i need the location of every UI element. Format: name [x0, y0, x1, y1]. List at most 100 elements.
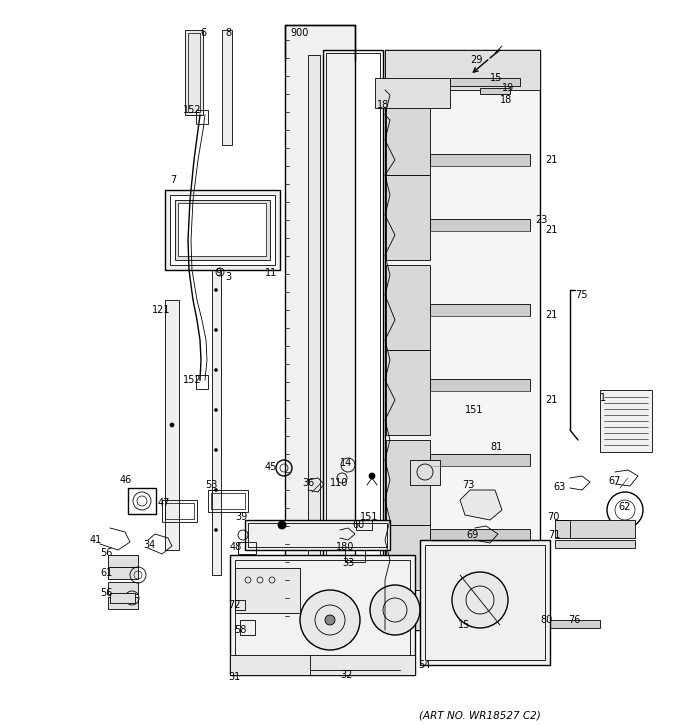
Text: 75: 75	[575, 290, 588, 300]
Bar	[212, 265, 221, 575]
Circle shape	[278, 521, 286, 529]
Text: 15: 15	[490, 73, 503, 83]
Text: 47: 47	[158, 498, 171, 508]
Text: 21: 21	[545, 155, 558, 165]
Bar	[211, 493, 245, 509]
Bar	[230, 555, 415, 675]
Bar	[235, 600, 245, 610]
Bar	[323, 50, 383, 620]
Circle shape	[369, 473, 375, 479]
Bar	[555, 520, 635, 538]
Bar	[108, 582, 138, 594]
Bar	[208, 490, 248, 512]
Circle shape	[452, 572, 508, 628]
Bar	[386, 265, 430, 350]
Text: 21: 21	[545, 310, 558, 320]
Bar	[285, 25, 355, 635]
Text: 15: 15	[458, 620, 471, 630]
Text: 9: 9	[215, 268, 221, 278]
Text: 151: 151	[360, 512, 379, 522]
Bar	[178, 203, 266, 256]
Text: 21: 21	[545, 225, 558, 235]
Bar	[235, 560, 410, 670]
Text: 63: 63	[553, 482, 565, 492]
Text: 48: 48	[230, 542, 242, 552]
Bar	[108, 597, 138, 609]
Circle shape	[214, 328, 218, 331]
Bar	[308, 55, 320, 615]
Text: 56: 56	[100, 548, 112, 558]
Bar	[430, 620, 600, 628]
Bar	[410, 460, 440, 485]
Text: 61: 61	[100, 568, 112, 578]
Bar	[238, 542, 256, 554]
Bar	[248, 523, 387, 547]
Text: 6: 6	[200, 28, 206, 38]
Text: 8: 8	[225, 28, 231, 38]
Text: 70: 70	[547, 512, 560, 522]
Text: 19: 19	[502, 83, 514, 93]
Text: 900: 900	[290, 28, 308, 38]
Bar	[450, 78, 520, 86]
Text: 54: 54	[418, 660, 430, 670]
Text: 60: 60	[352, 520, 364, 530]
Bar	[555, 540, 635, 548]
Bar	[430, 454, 530, 466]
Bar	[430, 379, 530, 391]
Bar	[386, 175, 430, 260]
Bar	[480, 88, 510, 94]
Bar	[128, 488, 156, 514]
Text: 36: 36	[302, 478, 314, 488]
Text: 110: 110	[330, 478, 348, 488]
Bar	[386, 440, 430, 525]
Text: 152: 152	[183, 105, 202, 115]
Bar	[185, 30, 203, 115]
Bar	[385, 615, 540, 630]
Bar	[222, 30, 232, 145]
Text: 72: 72	[228, 600, 241, 610]
Circle shape	[170, 423, 174, 427]
Text: 76: 76	[568, 615, 580, 625]
Text: 34: 34	[143, 540, 155, 550]
Text: 71: 71	[548, 530, 560, 540]
Circle shape	[214, 289, 218, 291]
Text: 67: 67	[608, 476, 620, 486]
Text: 18: 18	[500, 95, 512, 105]
Text: 62: 62	[618, 502, 630, 512]
Bar	[165, 190, 280, 270]
Bar	[430, 304, 530, 316]
Bar	[196, 375, 208, 389]
Text: 69: 69	[466, 530, 478, 540]
Bar	[420, 540, 550, 665]
Text: 41: 41	[90, 535, 102, 545]
Text: 39: 39	[235, 512, 248, 522]
Bar	[385, 50, 540, 90]
Bar	[170, 195, 275, 265]
Circle shape	[214, 408, 218, 412]
Bar	[386, 350, 430, 435]
Circle shape	[214, 529, 218, 531]
Text: 7: 7	[170, 175, 176, 185]
Text: 33: 33	[342, 558, 354, 568]
Circle shape	[214, 489, 218, 492]
Circle shape	[325, 615, 335, 625]
Bar	[430, 154, 530, 166]
Text: 31: 31	[228, 672, 240, 682]
Bar	[110, 593, 135, 603]
Bar	[600, 390, 652, 452]
Bar	[385, 50, 540, 630]
Text: 3: 3	[225, 272, 231, 282]
Text: 151: 151	[465, 405, 483, 415]
Bar	[345, 550, 365, 562]
Text: 73: 73	[462, 480, 475, 490]
Bar	[162, 500, 197, 522]
Text: 180: 180	[336, 542, 354, 552]
Bar	[175, 200, 270, 260]
Circle shape	[214, 368, 218, 371]
Text: 1: 1	[600, 393, 606, 403]
Text: 21: 21	[545, 395, 558, 405]
Bar	[386, 525, 430, 590]
Circle shape	[370, 585, 420, 635]
Bar	[430, 219, 530, 231]
Circle shape	[300, 590, 360, 650]
